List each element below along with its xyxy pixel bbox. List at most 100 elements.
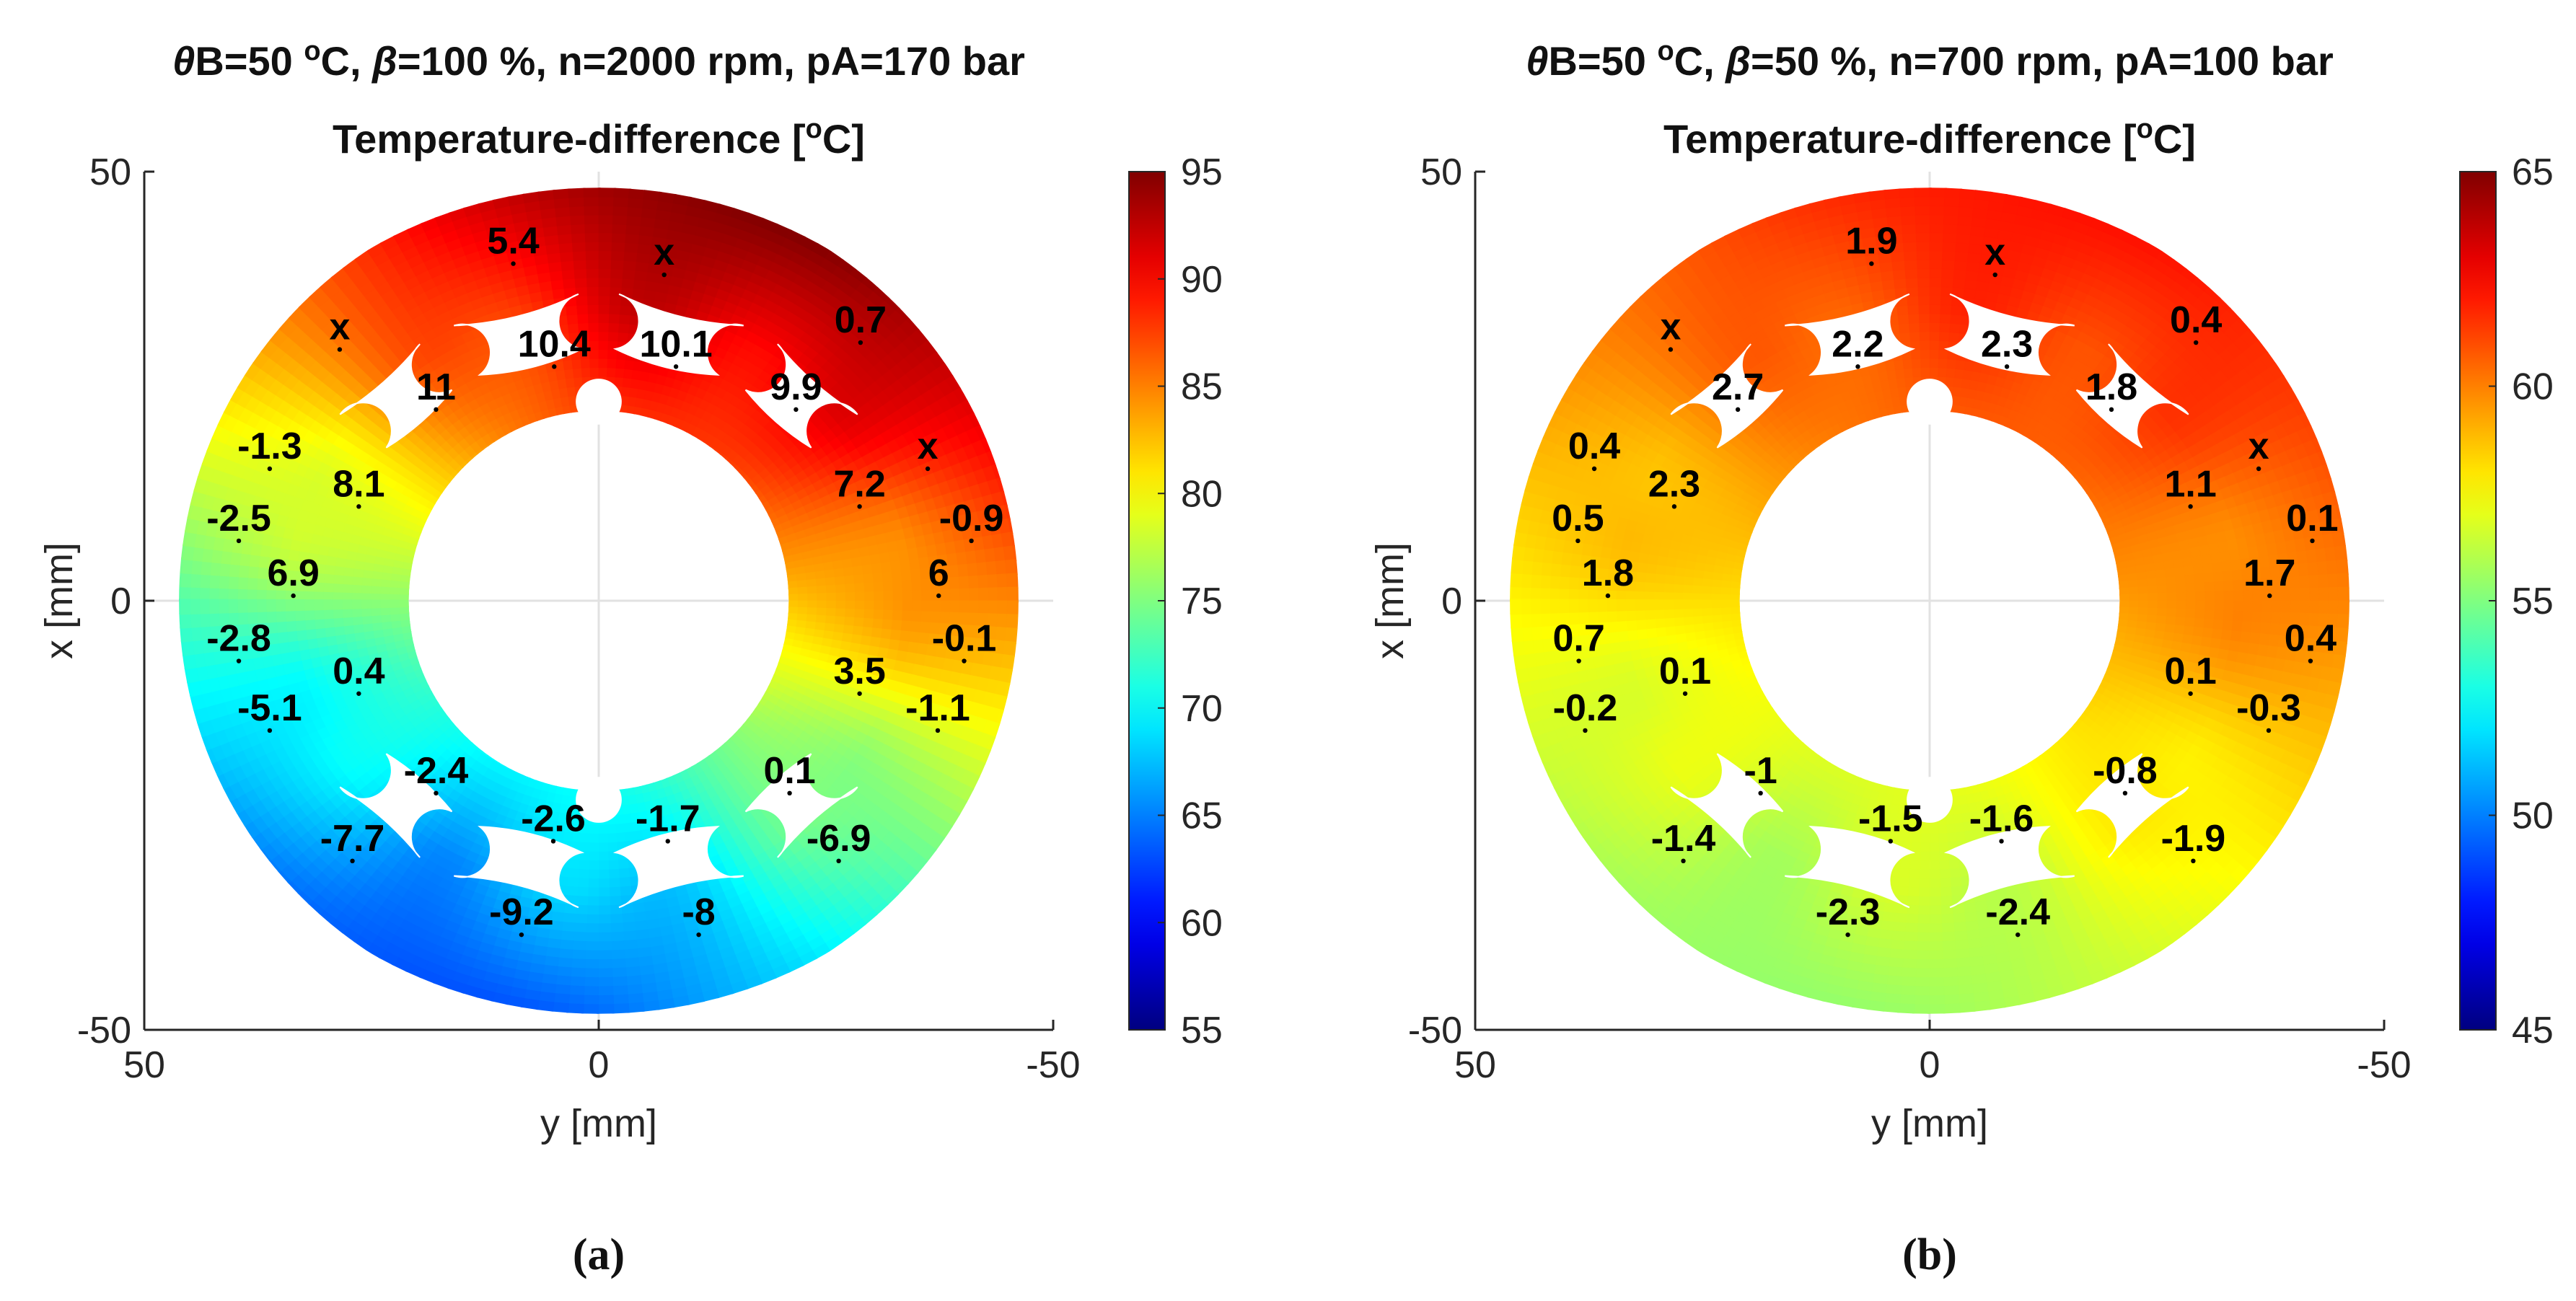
field-cell: [247, 599, 258, 613]
field-cell: [576, 295, 589, 306]
sensor-label: -5.1: [237, 687, 302, 729]
sensor-label: 6.9: [267, 552, 319, 594]
sensor-label: 7.2: [833, 463, 885, 505]
field-cell: [597, 941, 612, 951]
chart-subtitle-part: Temperature-difference [: [333, 116, 806, 162]
field-cell: [845, 591, 856, 602]
field-cell: [275, 599, 286, 612]
field-cell: [902, 590, 913, 603]
field-cell: [598, 277, 612, 288]
sensor-label: 5.4: [487, 221, 539, 263]
field-cell: [553, 197, 572, 208]
field-cell: [570, 214, 587, 226]
field-cell: [190, 585, 201, 601]
sensor-label: 0.7: [835, 299, 887, 341]
field-cell: [304, 599, 315, 611]
sensor-label: 10.1: [639, 323, 712, 365]
field-cell: [569, 206, 586, 216]
field-cell: [572, 250, 588, 261]
sensor-point: [969, 538, 974, 544]
field-cell: [598, 241, 614, 252]
sensor-label: 6: [928, 552, 949, 594]
y-axis-label: x [mm]: [38, 542, 81, 659]
field-cell: [568, 188, 586, 198]
colorbar-tick-label: 55: [1181, 1010, 1223, 1051]
field-cell: [597, 932, 612, 943]
field-cell: [610, 940, 625, 951]
field-cell: [584, 923, 599, 933]
field-cell: [988, 587, 998, 603]
field-cell: [597, 958, 613, 969]
field-cell: [598, 214, 615, 225]
field-cell: [256, 588, 267, 601]
chart-subtitle: Temperature-difference [oC]: [1663, 114, 2196, 162]
field-cell: [597, 833, 608, 844]
field-cell: [873, 581, 884, 594]
sensor-point: [350, 858, 355, 864]
chart-title: θB=50 oC, β=50 %, n=700 rpm, pA=100 bar: [1526, 36, 2334, 84]
sensor-label: -6.9: [806, 818, 871, 860]
field-cell: [968, 575, 980, 591]
field-cell: [883, 591, 894, 602]
field-cell: [576, 304, 590, 315]
field-cell: [598, 304, 612, 314]
field-cell: [597, 1004, 615, 1014]
chart-subtitle-part: o: [806, 114, 822, 144]
field-cell: [313, 608, 325, 620]
field-cell: [949, 588, 961, 603]
field-cell: [607, 860, 619, 870]
chart-title-part: B=50: [1548, 38, 1657, 84]
chart-subtitle: Temperature-difference [oC]: [333, 114, 865, 162]
field-cell: [597, 896, 611, 907]
field-cell: [598, 259, 613, 270]
chart-title-part: C,: [1674, 38, 1726, 84]
field-cell: [577, 313, 590, 324]
sensor-point: [936, 593, 941, 599]
field-cell: [608, 913, 623, 925]
field-cell: [265, 599, 276, 612]
field-cell: [555, 215, 573, 226]
sensor-point: [858, 340, 863, 345]
field-cell: [584, 214, 601, 225]
field-cell: [584, 932, 599, 943]
field-cell: [969, 588, 980, 603]
sensor-label: -7.7: [320, 818, 385, 860]
field-cell: [180, 612, 192, 629]
field-cell: [586, 896, 599, 907]
field-cell: [566, 1003, 584, 1014]
field-cell: [181, 625, 193, 643]
field-cell: [589, 358, 600, 369]
field-cell: [613, 188, 632, 199]
field-cell: [912, 589, 923, 603]
sensor-point: [511, 261, 516, 266]
field-cell: [968, 600, 980, 615]
chart-title-part: B=50: [195, 38, 304, 84]
field-cell: [598, 268, 613, 278]
field-cell: [199, 599, 210, 614]
sensor-label: 9.9: [770, 366, 822, 408]
field-cell: [610, 958, 627, 969]
field-cell: [940, 600, 951, 614]
field-cell: [958, 575, 970, 591]
field-cell: [208, 586, 219, 601]
field-cell: [959, 588, 970, 603]
sensor-point: [519, 932, 524, 938]
field-cell: [598, 232, 615, 243]
sensor-point: [925, 466, 931, 472]
chart-title-part: β: [371, 38, 397, 84]
field-cell: [586, 887, 599, 897]
field-cell: [996, 573, 1008, 590]
field-cell: [2119, 594, 2129, 602]
field-cell: [218, 586, 229, 601]
field-cell: [190, 625, 203, 642]
field-cell: [582, 986, 599, 996]
field-cell: [584, 206, 601, 216]
panel-b: θB=50 oC, β=50 %, n=700 rpm, pA=100 bar T…: [1368, 36, 2554, 1145]
field-cell: [607, 878, 620, 888]
y-tick-label: -50: [77, 1010, 131, 1051]
field-cell: [585, 250, 601, 260]
field-cell: [586, 295, 601, 306]
field-cell: [180, 599, 191, 615]
chart-subtitle-part: o: [2137, 114, 2153, 144]
